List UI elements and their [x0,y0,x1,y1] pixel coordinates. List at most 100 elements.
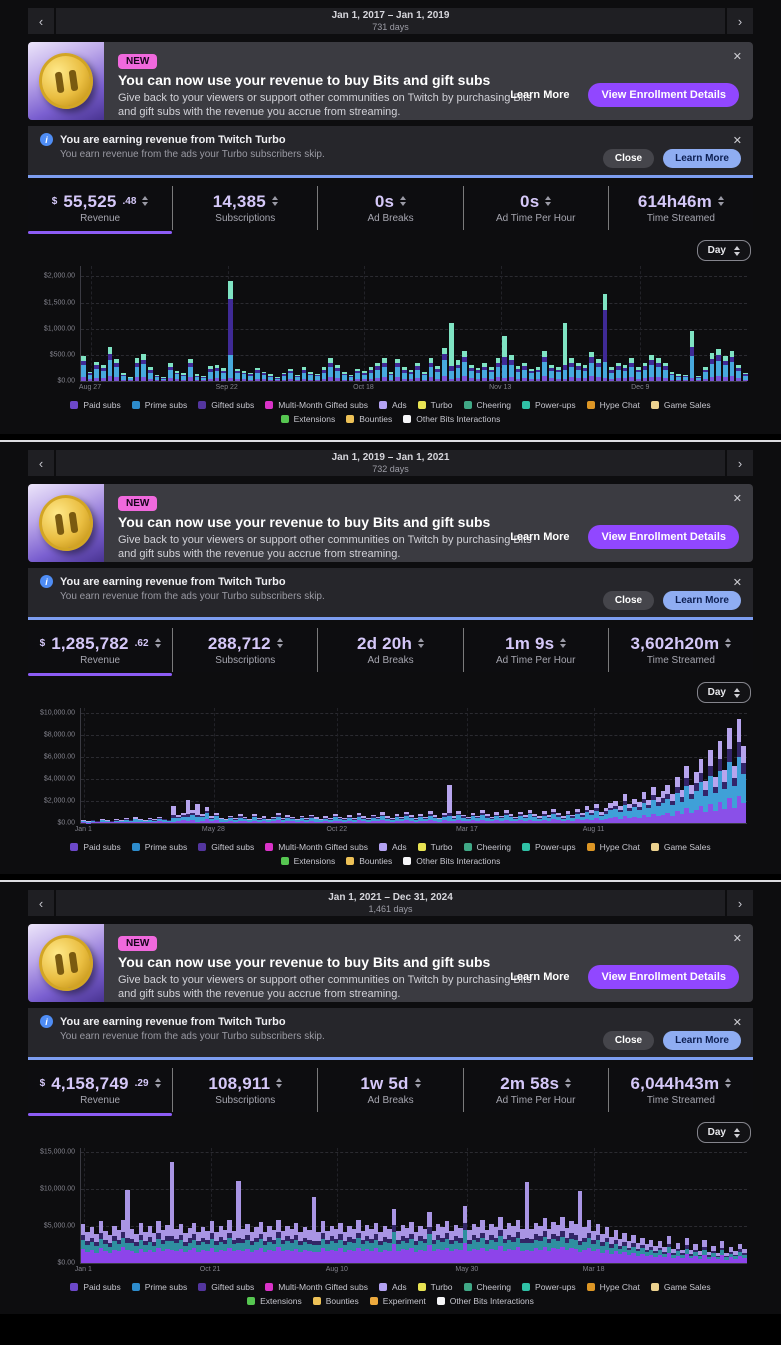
chart-bar[interactable] [440,1227,445,1263]
chart-bar[interactable] [442,347,447,381]
legend-item-gifted-subs[interactable]: Gifted subs [198,842,254,852]
chart-bar[interactable] [301,367,307,381]
chart-bar[interactable] [741,745,746,823]
chart-bar[interactable] [241,370,247,381]
chart-bar[interactable] [702,1239,707,1263]
chart-bar[interactable] [409,1221,414,1263]
chart-bar[interactable] [665,785,670,823]
chart-bar[interactable] [316,1231,321,1263]
chart-bar[interactable] [413,1231,419,1263]
chart-bar[interactable] [736,719,742,823]
chart-bar[interactable] [589,810,594,823]
stat-ad-time-per-hour[interactable]: 1m 9s Ad Time Per Hour [462,628,608,672]
legend-item-game-sales[interactable]: Game Sales [650,1282,711,1292]
chart-bar[interactable] [375,817,381,823]
chart-bar[interactable] [208,366,213,381]
legend-item-turbo[interactable]: Turbo [417,400,453,410]
chart-bar[interactable] [373,1222,379,1263]
chart-bar[interactable] [214,1231,219,1263]
legend-item-extensions[interactable]: Extensions [247,1296,302,1306]
chart-bar[interactable] [228,280,233,381]
legend-item-extensions[interactable]: Extensions [280,414,335,424]
stat-time-streamed[interactable]: 3,602h20m Time Streamed [607,628,753,672]
legend-item-power-ups[interactable]: Power-ups [522,842,576,852]
sort-carets-icon[interactable] [565,1078,572,1088]
chart-bar[interactable] [125,1189,130,1263]
chart-bar[interactable] [604,1227,610,1263]
chart-bar[interactable] [236,1180,241,1263]
chart-bar[interactable] [569,358,574,381]
chart-bar[interactable] [178,1224,184,1263]
chart-bar[interactable] [507,1223,512,1263]
banner-learn-more-button[interactable]: Learn More [504,88,575,102]
chart-bar[interactable] [200,1227,206,1263]
chart-bar[interactable] [538,1225,543,1263]
banner-close-button[interactable]: ✕ [733,50,742,63]
chart-bar[interactable] [524,1182,530,1263]
chart-bar[interactable] [415,362,421,381]
chart-bar[interactable] [422,1228,428,1263]
chart-bar[interactable] [271,1230,277,1263]
chart-bar[interactable] [458,1227,463,1263]
chart-bar[interactable] [569,1221,574,1263]
chart-bar[interactable] [422,372,427,381]
chart-bar[interactable] [635,1242,641,1263]
chart-bar[interactable] [408,815,414,823]
chart-bar[interactable] [475,367,481,381]
chart-bar[interactable] [631,1235,636,1263]
chart-bar[interactable] [449,1230,454,1263]
chart-bar[interactable] [342,818,347,823]
chart-bar[interactable] [608,803,613,823]
banner-close-button[interactable]: ✕ [733,932,742,945]
chart-bar[interactable] [355,368,360,381]
chart-bar[interactable] [589,351,594,381]
chart-bar[interactable] [729,350,735,381]
chart-bar[interactable] [573,1224,578,1263]
chart-bar[interactable] [247,819,252,823]
chart-bar[interactable] [640,1237,645,1263]
next-period-button[interactable]: › [727,890,753,916]
chart-bar[interactable] [332,813,338,823]
chart-bar[interactable] [147,367,153,381]
chart-bar[interactable] [351,817,357,823]
chart-bar[interactable] [188,358,193,381]
view-enrollment-details-button[interactable]: View Enrollment Details [588,83,739,107]
chart-bar[interactable] [586,1220,592,1263]
chart-bar[interactable] [455,360,461,381]
chart-bar[interactable] [368,367,374,381]
chart-bar[interactable] [81,820,86,823]
chart-bar[interactable] [646,799,651,823]
chart-bar[interactable] [657,1241,663,1263]
chart-bar[interactable] [503,810,509,823]
sort-carets-icon[interactable] [276,638,283,648]
chart-bar[interactable] [508,814,514,823]
chart-bar[interactable] [480,810,485,823]
chart-bar[interactable] [488,366,494,381]
stat-revenue[interactable]: $1,285,782.62 Revenue [28,628,173,676]
chart-bar[interactable] [427,1212,432,1263]
chart-bar[interactable] [555,366,561,381]
chart-bar[interactable] [598,812,604,823]
granularity-select[interactable]: Day [696,240,751,261]
chart-bar[interactable] [100,818,105,823]
chart-bar[interactable] [437,817,442,823]
chart-bar[interactable] [636,802,642,823]
chart-bar[interactable] [119,820,124,823]
stat-ad-time-per-hour[interactable]: 0s Ad Time Per Hour [462,186,608,230]
chart-bar[interactable] [107,347,113,381]
chart-bar[interactable] [400,1224,405,1263]
chart-bar[interactable] [249,1232,255,1263]
chart-bar[interactable] [731,765,737,823]
chart-bar[interactable] [399,816,404,823]
chart-bar[interactable] [248,372,253,381]
chart-bar[interactable] [95,820,100,823]
turbo-learn-more-button[interactable]: Learn More [663,1031,741,1050]
legend-item-cheering[interactable]: Cheering [463,1282,511,1292]
turbo-dismiss-button[interactable]: ✕ [733,1016,742,1029]
legend-item-bounties[interactable]: Bounties [312,1296,359,1306]
chart-bar[interactable] [81,1224,86,1263]
chart-bar[interactable] [388,372,394,381]
chart-bar[interactable] [101,365,106,381]
chart-bar[interactable] [404,811,409,823]
chart-bar[interactable] [290,817,295,823]
